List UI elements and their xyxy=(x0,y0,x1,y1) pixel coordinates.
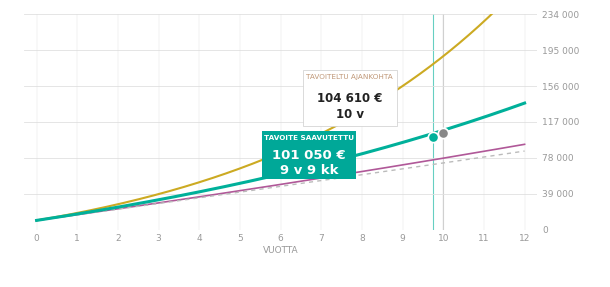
Point xyxy=(439,131,448,136)
FancyBboxPatch shape xyxy=(262,131,356,179)
Text: 101 050 €: 101 050 € xyxy=(272,149,346,162)
Point xyxy=(428,134,438,139)
X-axis label: VUOTTA: VUOTTA xyxy=(263,246,298,255)
Text: 104 610 €: 104 610 € xyxy=(317,92,382,104)
Text: TAVOITE SAAVUTETTU: TAVOITE SAAVUTETTU xyxy=(264,135,354,141)
FancyBboxPatch shape xyxy=(303,71,396,126)
Text: TAVOITELTU AJANKOHTA: TAVOITELTU AJANKOHTA xyxy=(306,74,393,80)
Text: 10 v: 10 v xyxy=(336,108,364,121)
Text: 9 v 9 kk: 9 v 9 kk xyxy=(280,164,339,177)
